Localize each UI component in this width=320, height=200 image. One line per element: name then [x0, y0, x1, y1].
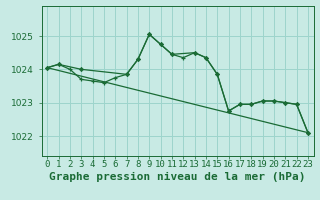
X-axis label: Graphe pression niveau de la mer (hPa): Graphe pression niveau de la mer (hPa) — [49, 172, 306, 182]
